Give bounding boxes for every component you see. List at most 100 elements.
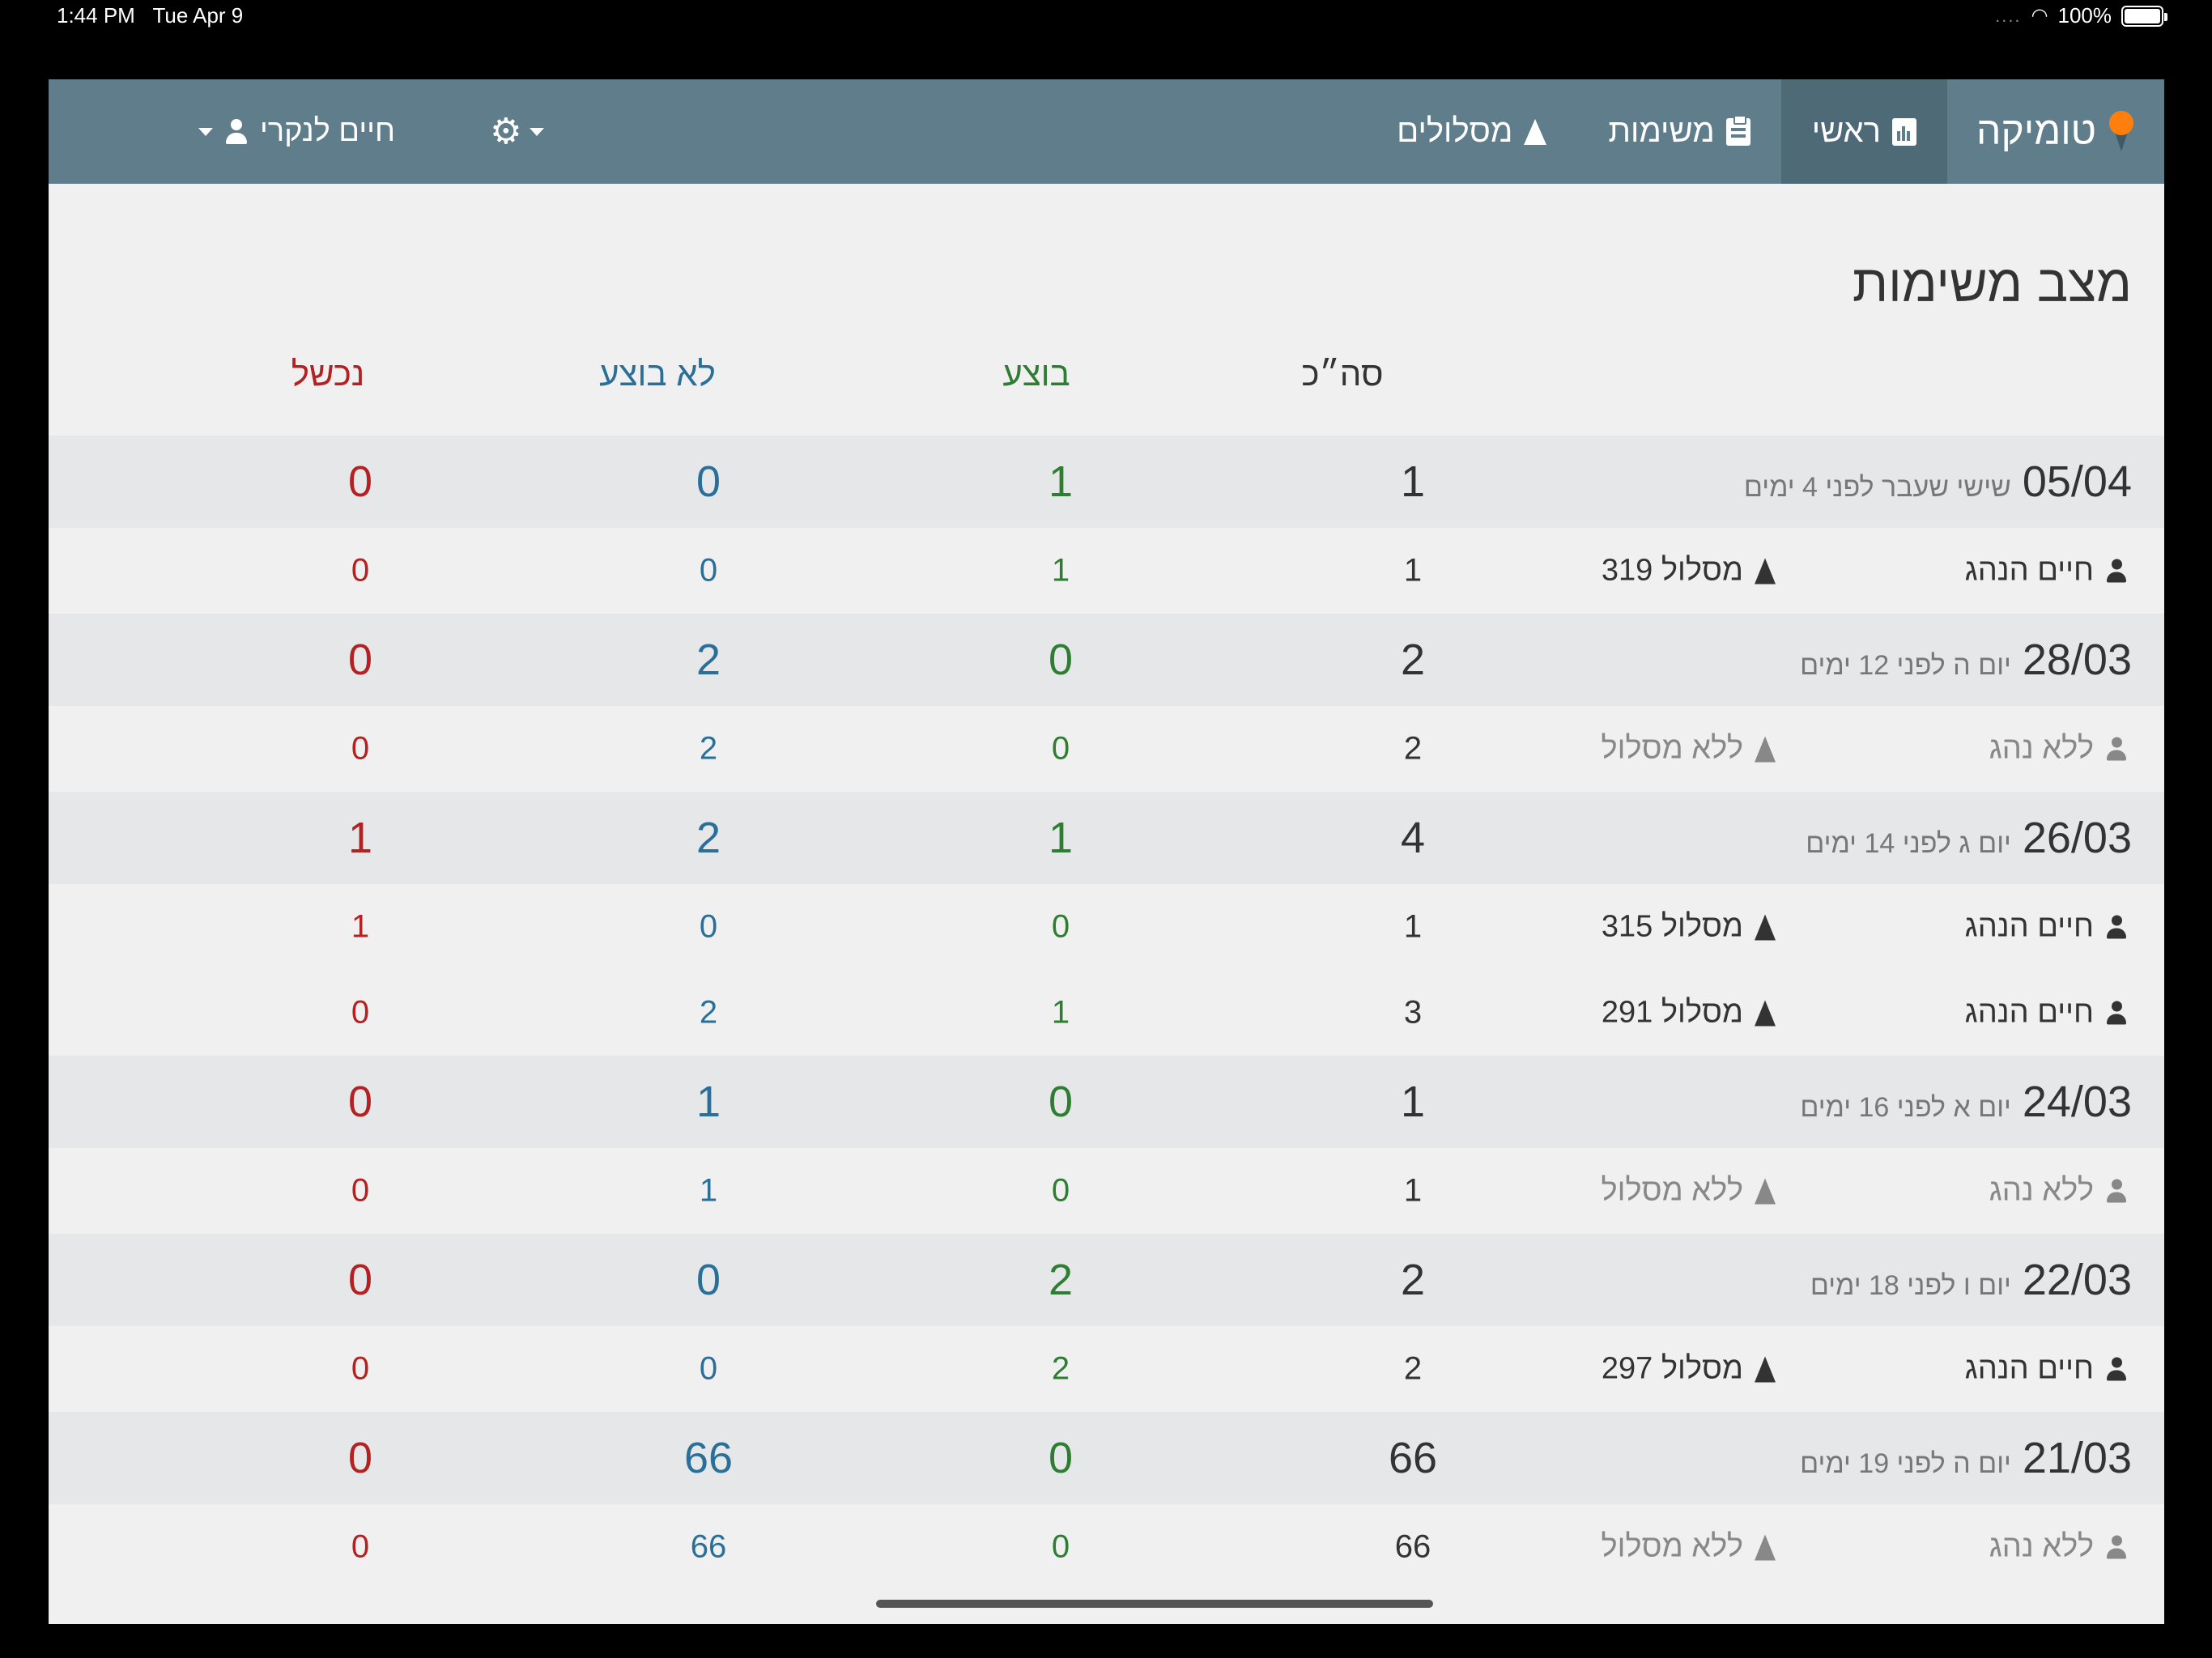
failed-count: 0 <box>347 1434 373 1482</box>
date-relative: יום ג לפני 14 ימים <box>1806 828 2011 859</box>
date-group-row[interactable]: 24/03 יום א לפני 16 ימים 1 0 1 0 <box>49 1056 2164 1148</box>
driver-route-row[interactable]: ללא נהג ללא מסלול 1 0 1 0 <box>49 1148 2164 1234</box>
not-done-count: 2 <box>699 730 718 767</box>
total-count: 66 <box>1388 1434 1438 1482</box>
chevron-down-icon <box>530 127 545 136</box>
failed-count: 0 <box>351 730 370 767</box>
driver: חיים הנהג <box>1965 910 2128 945</box>
person-icon <box>2105 737 2128 761</box>
date-relative: יום ה לפני 19 ימים <box>1800 1448 2011 1479</box>
col-total: סה״כ <box>1301 355 1384 393</box>
done-count: 1 <box>1051 994 1070 1031</box>
done-count: 0 <box>1051 1172 1070 1209</box>
app-window: טומיקה ראשי משימות מסלולים ⚙ חיים לנקרי … <box>49 79 2164 1624</box>
battery-icon <box>2121 5 2167 27</box>
driver-route-row[interactable]: ללא נהג ללא מסלול 66 0 66 0 <box>49 1504 2164 1590</box>
driver: חיים הנהג <box>1965 996 2128 1031</box>
clipboard-icon <box>1725 114 1750 146</box>
driver-route-row[interactable]: חיים הנהג מסלול 315 1 0 0 1 <box>49 884 2164 970</box>
not-done-count: 2 <box>696 636 721 684</box>
date-label: 24/03 יום א לפני 16 ימים <box>1800 1077 2132 1127</box>
user-name: חיים לנקרי <box>260 114 396 148</box>
route-name: מסלול 297 <box>1601 1351 1743 1386</box>
failed-count: 1 <box>347 814 373 862</box>
date-label: 28/03 יום ה לפני 12 ימים <box>1800 635 2132 685</box>
total-count: 3 <box>1403 994 1423 1031</box>
date-relative: יום א לפני 16 ימים <box>1800 1092 2011 1123</box>
settings-dropdown[interactable]: ⚙ <box>490 79 545 184</box>
date-value: 05/04 <box>2022 457 2132 506</box>
date-group-row[interactable]: 21/03 יום ה לפני 19 ימים 66 0 66 0 <box>49 1412 2164 1504</box>
nav-item-tasks-label: משימות <box>1608 113 1715 149</box>
done-count: 2 <box>1048 1256 1074 1304</box>
route-name: ללא מסלול <box>1601 731 1743 766</box>
total-count: 1 <box>1403 908 1423 945</box>
not-done-count: 2 <box>699 994 718 1031</box>
failed-count: 0 <box>351 994 370 1031</box>
total-count: 66 <box>1394 1528 1431 1565</box>
not-done-count: 66 <box>683 1434 734 1482</box>
route: מסלול 319 <box>1602 554 1776 589</box>
total-count: 4 <box>1400 814 1426 862</box>
date-value: 24/03 <box>2022 1078 2132 1126</box>
bar-chart-icon <box>1892 117 1917 146</box>
person-icon <box>2105 1001 2128 1025</box>
date-group-row[interactable]: 22/03 יום ו לפני 18 ימים 2 2 0 0 <box>49 1234 2164 1326</box>
driver-route-row[interactable]: חיים הנהג מסלול 297 2 2 0 0 <box>49 1326 2164 1412</box>
date-label: 22/03 יום ו לפני 18 ימים <box>1810 1255 2132 1305</box>
col-not-done: לא בוצע <box>599 355 716 393</box>
col-done: בוצע <box>1002 355 1070 393</box>
nav-item-tasks[interactable]: משימות <box>1577 79 1780 184</box>
driver-route-row[interactable]: חיים הנהג מסלול 291 3 1 2 0 <box>49 970 2164 1056</box>
user-menu[interactable]: חיים לנקרי <box>198 79 395 184</box>
navigation-arrow-icon <box>1755 1534 1776 1560</box>
driver-route-row[interactable]: ללא נהג ללא מסלול 2 0 2 0 <box>49 706 2164 792</box>
failed-count: 0 <box>351 1350 370 1387</box>
user-icon <box>224 118 249 145</box>
date-label: 21/03 יום ה לפני 19 ימים <box>1800 1433 2132 1483</box>
route: ללא מסלול <box>1602 1530 1776 1565</box>
nav-item-routes[interactable]: מסלולים <box>1366 79 1577 184</box>
route-name: מסלול 319 <box>1601 553 1743 588</box>
driver: חיים הנהג <box>1965 1352 2128 1387</box>
driver-route-row[interactable]: חיים הנהג מסלול 319 1 1 0 0 <box>49 528 2164 614</box>
page-title: מצב משימות <box>1852 254 2132 312</box>
navigation-arrow-icon <box>1524 118 1547 145</box>
date-group-row[interactable]: 28/03 יום ה לפני 12 ימים 2 0 2 0 <box>49 614 2164 706</box>
total-count: 1 <box>1403 552 1423 589</box>
navigation-arrow-icon <box>1755 736 1776 762</box>
nav-item-routes-label: מסלולים <box>1397 113 1513 149</box>
route-name: ללא מסלול <box>1601 1529 1743 1564</box>
not-done-count: 0 <box>699 1350 718 1387</box>
done-count: 2 <box>1051 1350 1070 1387</box>
driver-name: ללא נהג <box>1989 731 2094 766</box>
not-done-count: 1 <box>699 1172 718 1209</box>
failed-count: 0 <box>347 1256 373 1304</box>
total-count: 1 <box>1400 457 1426 506</box>
failed-count: 0 <box>347 1078 373 1126</box>
driver-name: חיים הנהג <box>1964 1351 2094 1386</box>
route: ללא מסלול <box>1602 732 1776 767</box>
signal-dots-icon: .... <box>1995 5 2022 26</box>
failed-count: 0 <box>351 1528 370 1565</box>
date-relative: שישי שעבר לפני 4 ימים <box>1743 472 2011 503</box>
navigation-arrow-icon <box>1755 1178 1776 1204</box>
date-group-row[interactable]: 05/04 שישי שעבר לפני 4 ימים 1 1 0 0 <box>49 436 2164 528</box>
not-done-count: 2 <box>696 814 721 862</box>
total-count: 1 <box>1403 1172 1423 1209</box>
driver: ללא נהג <box>1989 1530 2128 1565</box>
date-value: 21/03 <box>2022 1434 2132 1482</box>
route-name: מסלול 291 <box>1601 995 1743 1030</box>
person-icon <box>2105 1535 2128 1559</box>
navigation-arrow-icon <box>1755 1000 1776 1026</box>
route: ללא מסלול <box>1602 1174 1776 1209</box>
brand[interactable]: טומיקה <box>1947 79 2164 184</box>
date-value: 22/03 <box>2022 1256 2132 1304</box>
date-relative: יום ו לפני 18 ימים <box>1810 1270 2011 1301</box>
date-group-row[interactable]: 26/03 יום ג לפני 14 ימים 4 1 2 1 <box>49 792 2164 884</box>
date-relative: יום ה לפני 12 ימים <box>1800 650 2011 681</box>
failed-count: 0 <box>351 1172 370 1209</box>
driver-name: ללא נהג <box>1989 1529 2094 1564</box>
nav-item-main-label: ראשי <box>1811 113 1882 149</box>
nav-item-main[interactable]: ראשי <box>1780 79 1948 184</box>
